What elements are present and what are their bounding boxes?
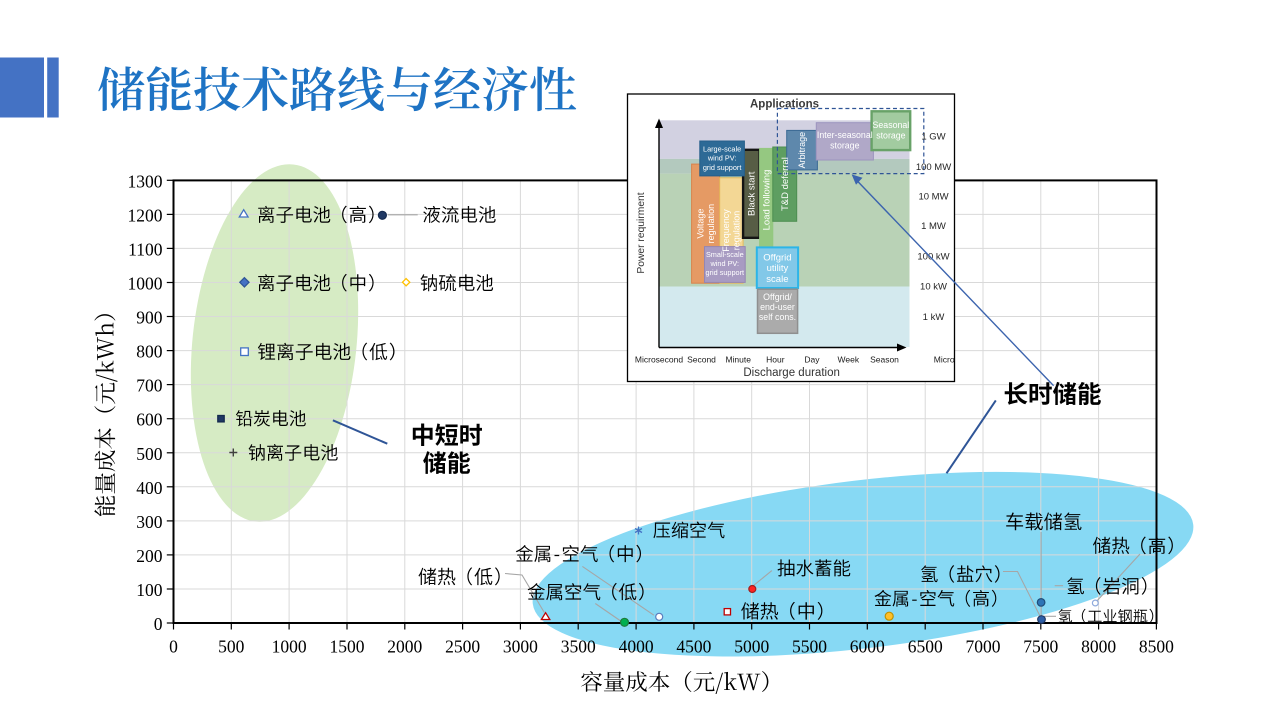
- svg-text:Large-scale: Large-scale: [703, 145, 741, 154]
- svg-text:300: 300: [136, 512, 163, 532]
- svg-text:3000: 3000: [503, 637, 538, 657]
- svg-text:6500: 6500: [908, 637, 943, 657]
- svg-text:800: 800: [136, 342, 163, 362]
- svg-text:100 kW: 100 kW: [917, 252, 949, 263]
- svg-text:6000: 6000: [850, 637, 885, 657]
- svg-text:500: 500: [136, 444, 163, 464]
- svg-text:Season: Season: [870, 354, 899, 364]
- svg-text:Applications: Applications: [750, 98, 819, 110]
- svg-text:Frequency: Frequency: [721, 209, 731, 252]
- svg-text:1300: 1300: [128, 171, 163, 191]
- svg-text:Minute: Minute: [725, 354, 751, 364]
- svg-text:wind PV:: wind PV:: [707, 154, 737, 163]
- svg-text:regulation: regulation: [706, 204, 716, 244]
- svg-text:T&D deferral: T&D deferral: [780, 157, 791, 211]
- svg-text:scale: scale: [766, 274, 788, 285]
- svg-text:1 GW: 1 GW: [921, 131, 945, 142]
- svg-text:Microsecond: Microsecond: [635, 354, 683, 364]
- svg-text:0: 0: [169, 637, 178, 657]
- svg-text:400: 400: [136, 478, 163, 498]
- svg-text:Black start: Black start: [747, 171, 758, 216]
- svg-text:5000: 5000: [734, 637, 769, 657]
- svg-text:wind PV:: wind PV:: [710, 259, 740, 268]
- svg-text:5500: 5500: [792, 637, 827, 657]
- svg-text:Offgrid/: Offgrid/: [763, 292, 792, 302]
- svg-text:7000: 7000: [966, 637, 1001, 657]
- svg-text:Discharge duration: Discharge duration: [743, 367, 840, 379]
- svg-text:Inter-seasonal: Inter-seasonal: [817, 130, 873, 140]
- svg-text:Hour: Hour: [766, 354, 785, 364]
- svg-text:Power requirment: Power requirment: [636, 192, 647, 273]
- svg-text:0: 0: [154, 614, 163, 634]
- svg-text:3500: 3500: [561, 637, 596, 657]
- svg-text:1500: 1500: [330, 637, 365, 657]
- svg-text:storage: storage: [830, 140, 859, 150]
- svg-text:Load following: Load following: [762, 170, 773, 231]
- svg-text:1000: 1000: [128, 274, 163, 294]
- svg-text:Week: Week: [838, 354, 860, 364]
- svg-text:1 MW: 1 MW: [921, 221, 946, 232]
- svg-text:10 MW: 10 MW: [918, 191, 948, 202]
- svg-text:100 MW: 100 MW: [916, 162, 951, 173]
- svg-text:self cons.: self cons.: [759, 312, 796, 322]
- svg-text:100: 100: [136, 580, 163, 600]
- svg-text:10 kW: 10 kW: [920, 282, 947, 293]
- svg-text:600: 600: [136, 410, 163, 430]
- svg-text:Voltage: Voltage: [696, 209, 706, 239]
- svg-text:2500: 2500: [445, 637, 480, 657]
- svg-text:900: 900: [136, 308, 163, 328]
- svg-text:storage: storage: [876, 130, 905, 140]
- svg-text:700: 700: [136, 376, 163, 396]
- svg-text:1 kW: 1 kW: [923, 312, 945, 323]
- svg-text:1000: 1000: [272, 637, 307, 657]
- svg-text:8000: 8000: [1081, 637, 1116, 657]
- svg-text:2000: 2000: [387, 637, 422, 657]
- svg-text:Day: Day: [804, 354, 820, 364]
- svg-text:Micro: Micro: [934, 354, 955, 364]
- svg-text:7500: 7500: [1023, 637, 1058, 657]
- svg-text:4000: 4000: [619, 637, 654, 657]
- svg-text:8500: 8500: [1139, 637, 1174, 657]
- svg-text:1200: 1200: [128, 205, 163, 225]
- svg-text:1100: 1100: [128, 239, 163, 259]
- svg-text:Small-scale: Small-scale: [706, 250, 744, 259]
- svg-text:utility: utility: [767, 263, 789, 274]
- svg-text:regulation: regulation: [732, 211, 742, 251]
- svg-text:end-user: end-user: [760, 302, 795, 312]
- svg-text:grid support: grid support: [703, 163, 742, 172]
- svg-text:grid support: grid support: [706, 268, 745, 277]
- svg-text:Seasonal: Seasonal: [873, 120, 910, 130]
- svg-text:Offgrid: Offgrid: [763, 252, 791, 263]
- svg-text:4500: 4500: [676, 637, 711, 657]
- svg-text:500: 500: [218, 637, 245, 657]
- svg-text:Second: Second: [687, 354, 716, 364]
- svg-text:Arbitrage: Arbitrage: [797, 132, 807, 169]
- svg-text:200: 200: [136, 546, 163, 566]
